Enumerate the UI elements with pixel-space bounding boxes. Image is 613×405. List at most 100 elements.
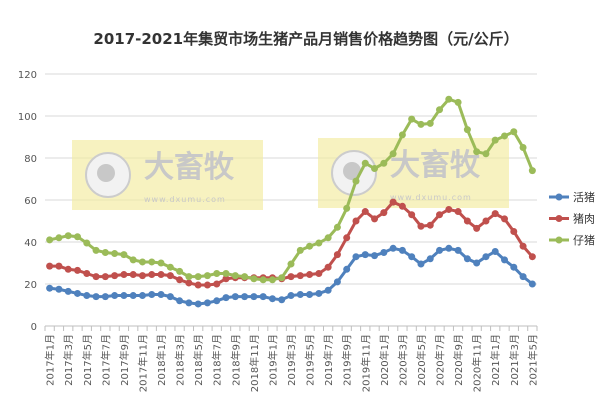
data-point — [250, 275, 258, 283]
x-tick-label: 2017年11月 — [136, 334, 149, 392]
data-point — [157, 271, 165, 279]
data-point — [278, 274, 286, 282]
data-point — [120, 292, 128, 300]
data-point — [445, 244, 453, 252]
data-point — [64, 287, 72, 295]
watermark: 大畜牧 www.dxumu.com — [72, 140, 263, 210]
data-point — [194, 281, 202, 289]
data-point — [352, 253, 360, 261]
x-tick-label: 2017年9月 — [118, 334, 131, 386]
data-point — [296, 246, 304, 254]
data-point — [436, 211, 444, 219]
data-point — [361, 208, 369, 216]
x-tick-label: 2018年7月 — [211, 334, 224, 386]
data-point — [166, 272, 174, 280]
data-point — [138, 272, 146, 280]
data-point — [268, 295, 276, 303]
data-point — [519, 242, 527, 250]
data-point — [389, 150, 397, 158]
x-tick-label: 2020年1月 — [378, 334, 391, 386]
data-point — [352, 177, 360, 185]
data-point — [436, 246, 444, 254]
data-point — [445, 95, 453, 103]
data-point — [482, 217, 490, 225]
data-point — [203, 299, 211, 307]
data-point — [194, 273, 202, 281]
data-point — [380, 209, 388, 217]
data-point — [306, 291, 314, 298]
x-tick-label: 2018年5月 — [192, 334, 205, 386]
data-point — [371, 252, 379, 260]
x-tick-label: 2020年11月 — [471, 334, 484, 392]
data-point — [454, 246, 462, 254]
y-tick-label: 40 — [24, 238, 37, 249]
watermark-logo-eye — [343, 162, 361, 180]
data-point — [166, 263, 174, 271]
data-point — [101, 249, 109, 256]
data-point — [83, 292, 91, 300]
x-tick-label: 2017年1月 — [44, 334, 57, 386]
data-point — [417, 120, 425, 128]
data-point — [120, 251, 128, 259]
data-point — [454, 98, 462, 106]
data-point — [231, 293, 239, 301]
x-tick-label: 2019年3月 — [285, 334, 298, 386]
data-point — [519, 144, 527, 151]
data-point — [315, 270, 323, 277]
data-point — [129, 271, 137, 279]
data-point — [222, 294, 230, 302]
data-point — [101, 273, 109, 281]
data-point — [501, 256, 509, 264]
x-tick-label: 2019年11月 — [359, 334, 372, 392]
x-tick-label: 2018年3月 — [174, 334, 187, 386]
data-point — [491, 247, 499, 255]
data-point — [371, 165, 379, 172]
data-point — [473, 224, 481, 232]
legend-marker — [555, 236, 563, 244]
legend-label: 活猪 — [573, 191, 595, 204]
data-point — [120, 271, 128, 279]
data-point — [185, 273, 193, 281]
x-tick-label: 2020年5月 — [415, 334, 428, 386]
data-point — [389, 198, 397, 206]
data-point — [473, 259, 481, 267]
data-point — [203, 281, 211, 289]
data-point — [259, 293, 267, 301]
data-point — [473, 148, 481, 156]
data-point — [352, 217, 360, 225]
data-point — [315, 239, 323, 247]
data-point — [333, 278, 341, 286]
data-point — [83, 239, 91, 247]
y-tick-label: 0 — [31, 322, 37, 333]
data-point — [306, 271, 314, 279]
data-point — [306, 242, 314, 250]
data-point — [371, 215, 379, 223]
data-point — [528, 253, 536, 261]
x-tick-label: 2019年9月 — [341, 334, 354, 386]
data-point — [55, 285, 63, 293]
data-point — [482, 253, 490, 261]
data-point — [343, 234, 351, 242]
data-point — [157, 291, 165, 298]
data-point — [176, 297, 184, 305]
data-point — [315, 289, 323, 297]
data-point — [426, 255, 434, 263]
data-point — [138, 258, 146, 266]
data-point — [445, 205, 453, 213]
data-point — [324, 286, 332, 294]
data-point — [333, 223, 341, 231]
data-point — [278, 296, 286, 304]
data-point — [491, 136, 499, 144]
data-point — [241, 293, 249, 301]
data-point — [417, 222, 425, 230]
data-point — [166, 293, 174, 301]
watermark: 大畜牧 www.dxumu.com — [318, 138, 509, 208]
data-point — [343, 265, 351, 273]
data-point — [398, 246, 406, 254]
data-point — [436, 106, 444, 114]
watermark-url: www.dxumu.com — [390, 193, 472, 202]
data-point — [361, 159, 369, 167]
y-tick-label: 80 — [24, 154, 37, 165]
